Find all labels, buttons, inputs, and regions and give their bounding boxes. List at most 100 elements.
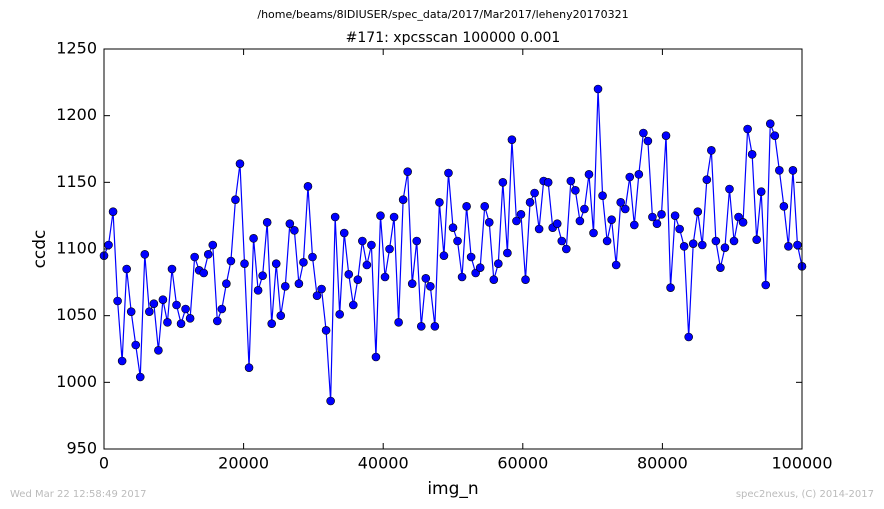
data-point xyxy=(657,210,666,219)
data-point xyxy=(285,219,295,228)
data-point xyxy=(566,176,576,186)
data-point xyxy=(448,223,458,232)
y-tick-label: 950 xyxy=(66,439,97,458)
data-point xyxy=(598,191,607,200)
plot-frame xyxy=(103,48,803,450)
data-point xyxy=(765,119,775,128)
data-point xyxy=(376,211,385,220)
data-point xyxy=(249,234,258,243)
y-tick-label: 1250 xyxy=(56,39,97,58)
data-point xyxy=(466,252,476,262)
y-tick-label: 1050 xyxy=(56,305,97,324)
y-tick-label: 1000 xyxy=(56,372,97,391)
data-point xyxy=(108,207,118,216)
data-point xyxy=(711,236,721,246)
data-point xyxy=(784,242,793,251)
data-point xyxy=(213,316,222,326)
chart-subtitle: #171: xpcsscan 100000 0.001 xyxy=(346,30,561,46)
data-point xyxy=(276,311,286,320)
data-point xyxy=(290,226,299,235)
data-point xyxy=(367,240,376,250)
data-point xyxy=(629,220,639,230)
data-point xyxy=(403,167,412,176)
data-point xyxy=(326,396,335,406)
data-point xyxy=(158,295,168,304)
data-point xyxy=(339,228,349,238)
data-point xyxy=(321,326,331,335)
data-point xyxy=(770,131,780,140)
data-point xyxy=(412,236,422,246)
data-point xyxy=(634,170,644,179)
x-tick-label: 80000 xyxy=(637,454,688,473)
data-point xyxy=(607,215,616,224)
data-point xyxy=(552,219,562,228)
x-tick-label: 100000 xyxy=(771,454,832,473)
x-tick-label: 60000 xyxy=(497,454,548,473)
data-point xyxy=(222,279,231,288)
data-point xyxy=(203,250,213,259)
data-point xyxy=(462,202,471,211)
data-point xyxy=(525,198,535,207)
data-point xyxy=(507,135,517,144)
data-point xyxy=(793,240,802,250)
data-point xyxy=(484,218,494,227)
data-point xyxy=(312,291,322,300)
data-point xyxy=(154,346,163,355)
data-point xyxy=(611,260,621,270)
data-point xyxy=(172,300,181,310)
data-point xyxy=(426,282,435,291)
data-point xyxy=(380,272,390,282)
x-tick-label: 20000 xyxy=(218,454,269,473)
data-point xyxy=(756,187,766,196)
data-point xyxy=(697,240,707,250)
data-point xyxy=(543,178,553,187)
data-point xyxy=(593,84,603,94)
data-point xyxy=(648,212,657,222)
data-point xyxy=(453,236,462,246)
data-point xyxy=(747,150,757,159)
data-point xyxy=(530,188,539,198)
data-point xyxy=(652,219,662,228)
data-point xyxy=(620,204,630,214)
data-point xyxy=(675,224,684,234)
data-point xyxy=(557,236,567,246)
data-point xyxy=(330,212,340,222)
data-point xyxy=(199,268,209,278)
data-point xyxy=(430,322,440,331)
data-point xyxy=(308,252,317,262)
data-point xyxy=(231,195,240,204)
data-point xyxy=(480,202,490,211)
data-point xyxy=(729,236,739,246)
data-point xyxy=(294,279,304,288)
data-point xyxy=(489,275,499,284)
data-point xyxy=(253,286,263,295)
data-point xyxy=(602,236,612,246)
data-point xyxy=(126,307,136,316)
data-point xyxy=(407,279,417,288)
data-point xyxy=(167,264,177,274)
data-point xyxy=(371,352,381,362)
footer-right: spec2nexus, (C) 2014-2017 xyxy=(736,489,874,500)
data-point xyxy=(679,242,689,251)
data-point xyxy=(280,282,290,291)
y-axis-label: ccdc xyxy=(30,230,50,269)
data-point xyxy=(439,251,449,260)
data-point xyxy=(217,304,227,314)
data-point xyxy=(299,258,308,267)
data-point xyxy=(661,131,671,140)
data-point xyxy=(684,332,693,342)
data-point xyxy=(113,296,122,306)
data-point xyxy=(643,136,653,146)
data-point xyxy=(475,263,485,272)
data-point xyxy=(589,228,598,238)
y-tick-label: 1200 xyxy=(56,105,97,124)
data-point xyxy=(512,216,521,226)
data-point xyxy=(163,318,172,327)
data-point xyxy=(503,248,512,258)
data-point xyxy=(421,274,431,283)
data-point xyxy=(267,319,277,328)
data-point xyxy=(720,243,730,252)
footer-left: Wed Mar 22 12:58:49 2017 xyxy=(10,489,146,500)
data-point xyxy=(562,244,571,254)
data-point xyxy=(176,319,186,328)
